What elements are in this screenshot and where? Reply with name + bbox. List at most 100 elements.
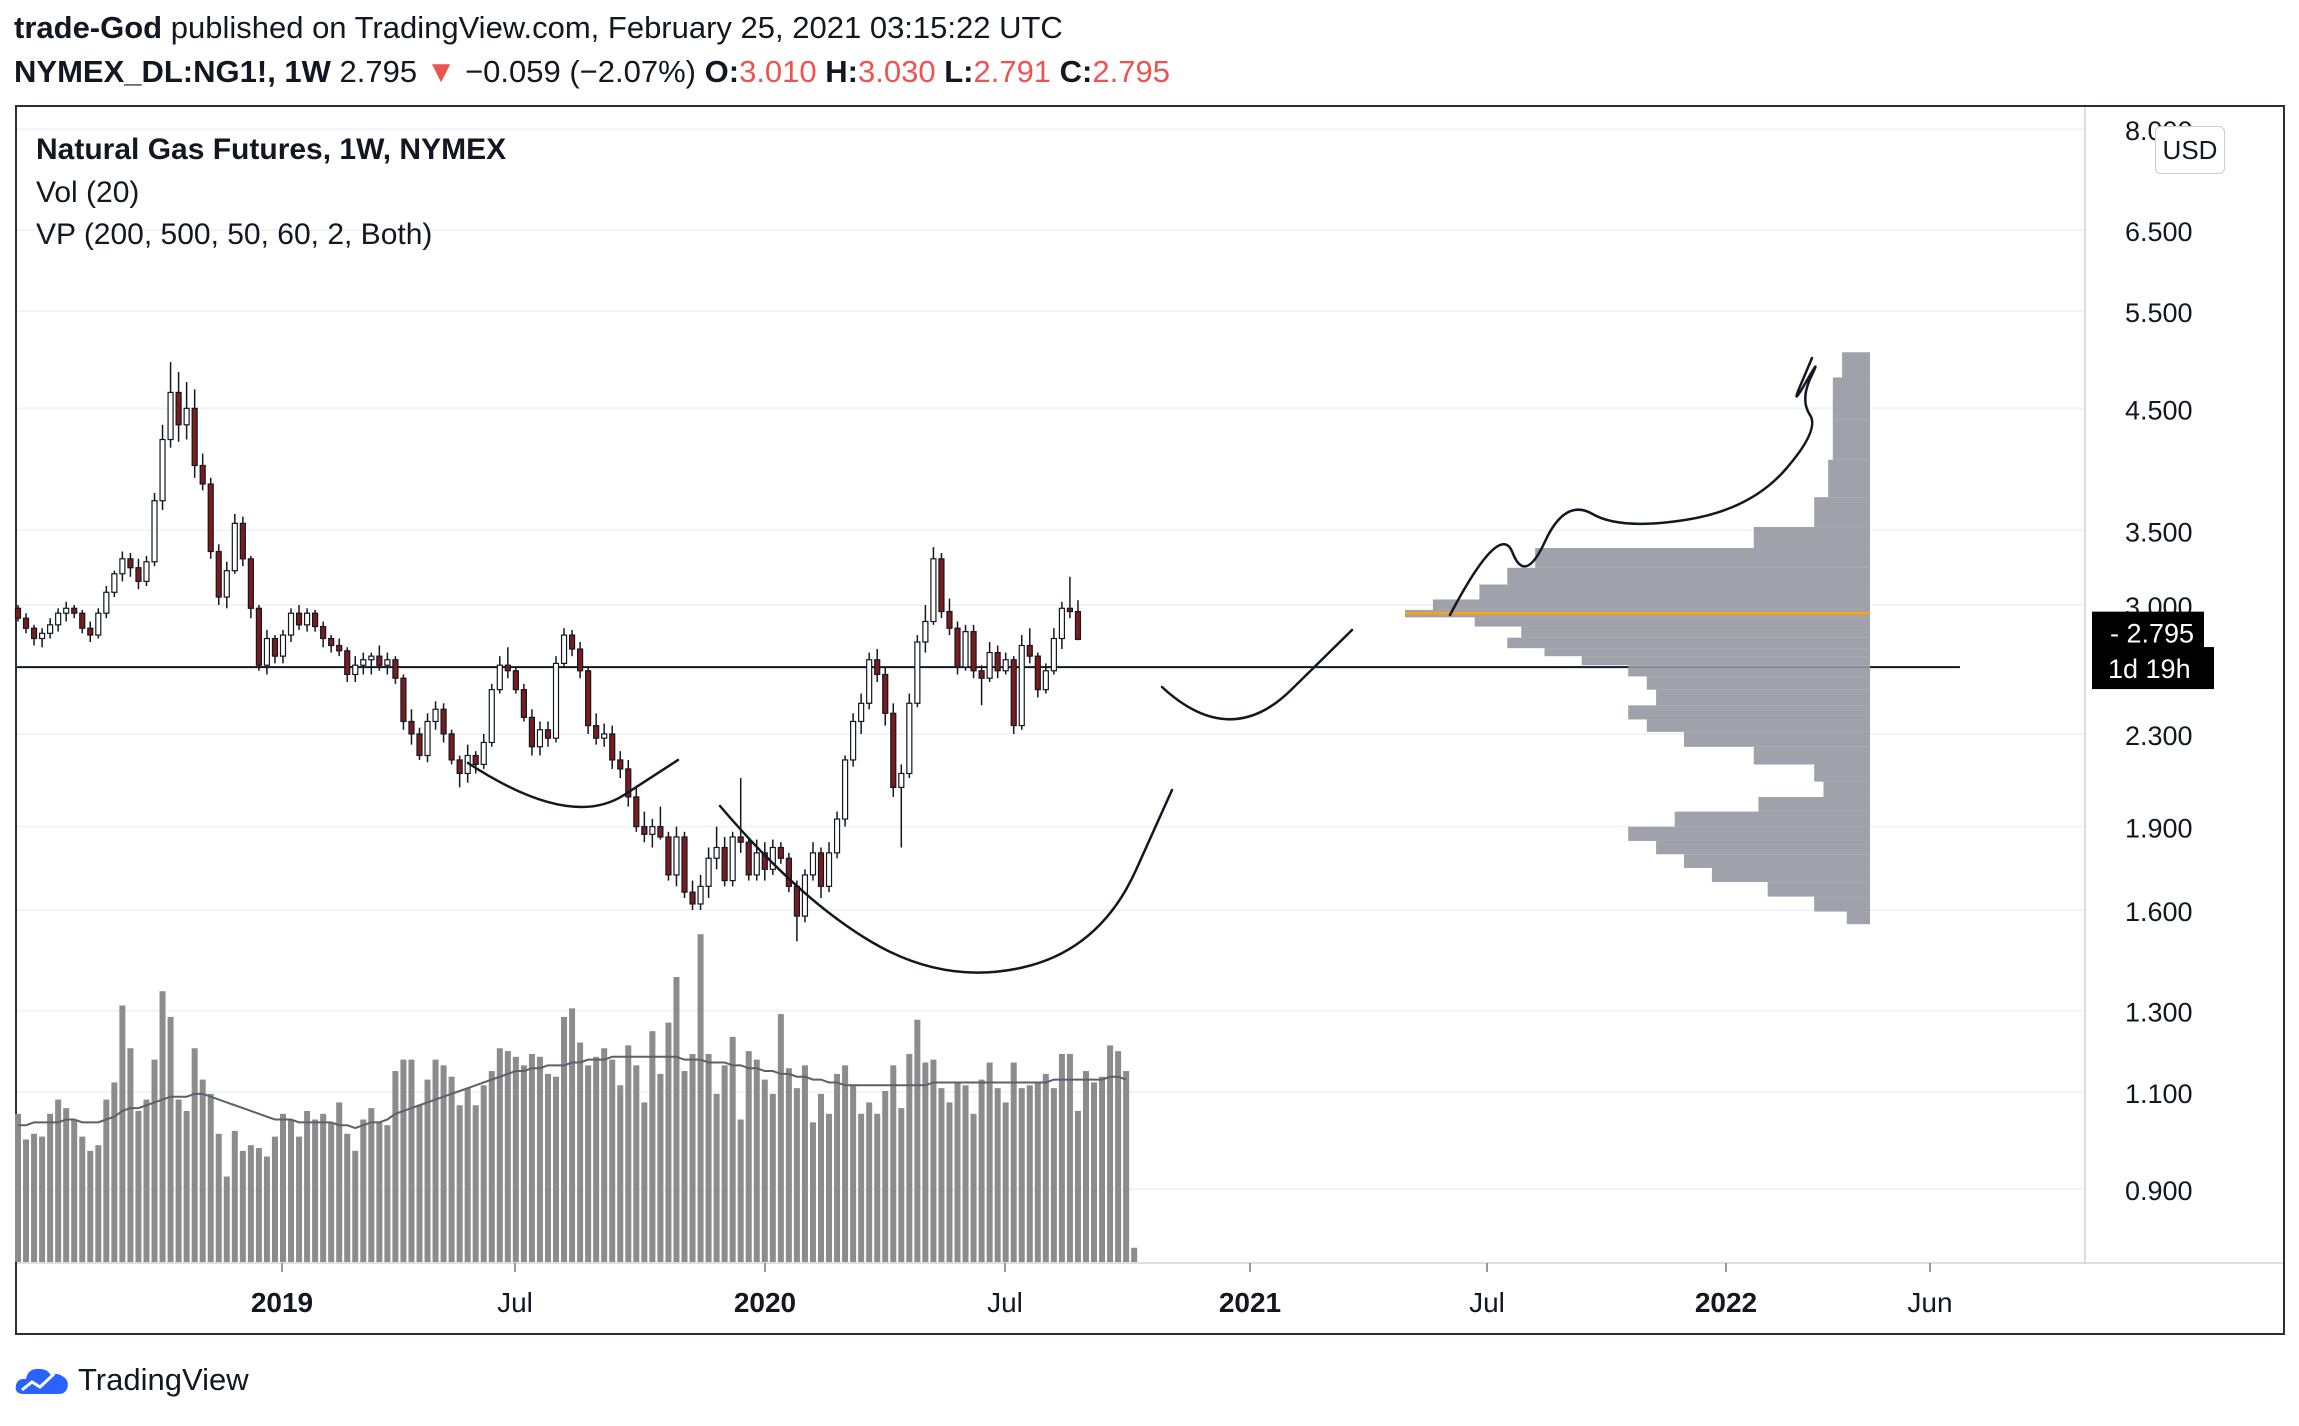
chart-title[interactable]: Natural Gas Futures, 1W, NYMEX bbox=[36, 133, 507, 166]
candle-body bbox=[352, 664, 359, 676]
footer-brand[interactable]: TradingView bbox=[14, 1362, 249, 1398]
candle-body bbox=[729, 836, 736, 882]
volume-bar bbox=[938, 1088, 945, 1262]
volume-bar bbox=[159, 991, 166, 1262]
candle bbox=[649, 819, 656, 848]
candle-body bbox=[946, 610, 953, 629]
candle bbox=[231, 513, 238, 574]
candle-body bbox=[504, 664, 511, 672]
volume-profile-row bbox=[1684, 854, 1870, 868]
volume-bar bbox=[818, 1093, 824, 1262]
volume-bar bbox=[207, 1093, 214, 1262]
candle bbox=[601, 723, 608, 747]
candle-body bbox=[970, 631, 977, 672]
candle-body bbox=[95, 612, 102, 636]
volume-bar bbox=[1066, 1053, 1073, 1262]
candle bbox=[866, 652, 873, 710]
volume-bar bbox=[23, 1139, 30, 1262]
volume-profile-row bbox=[1828, 459, 1870, 498]
candle-body bbox=[111, 573, 118, 593]
price-tick-label: 4.500 bbox=[2125, 395, 2193, 425]
volume-indicator-label[interactable]: Vol (20) bbox=[36, 176, 140, 209]
volume-bar bbox=[400, 1059, 407, 1262]
candle bbox=[657, 806, 664, 840]
candle bbox=[328, 635, 335, 653]
volume-bar bbox=[183, 1110, 190, 1262]
volume-bar bbox=[296, 1136, 303, 1262]
candle-body bbox=[978, 670, 985, 679]
volume-bar bbox=[191, 1048, 198, 1262]
volume-bar bbox=[777, 1014, 784, 1262]
candle bbox=[287, 608, 295, 642]
volume-bar bbox=[785, 1068, 792, 1262]
volume-bar bbox=[328, 1122, 335, 1262]
volume-profile-indicator-label[interactable]: VP (200, 500, 50, 60, 2, Both) bbox=[36, 218, 433, 251]
candle bbox=[898, 764, 905, 848]
candle bbox=[47, 618, 54, 639]
volume-profile-row bbox=[1432, 599, 1870, 610]
candle-body bbox=[986, 651, 993, 679]
volume-bar bbox=[713, 1093, 720, 1262]
candle-body bbox=[328, 637, 335, 647]
volume-bar bbox=[842, 1065, 849, 1262]
candle-body bbox=[825, 852, 833, 887]
volume-bar bbox=[408, 1059, 415, 1262]
volume-bar bbox=[986, 1062, 993, 1262]
currency-button[interactable]: USD bbox=[2155, 126, 2225, 174]
volume-bar bbox=[753, 1059, 760, 1262]
volume-bar bbox=[424, 1079, 431, 1262]
candle bbox=[279, 629, 287, 664]
candle-body bbox=[384, 659, 391, 666]
candle bbox=[954, 621, 961, 675]
volume-bar bbox=[472, 1105, 479, 1262]
candle bbox=[79, 609, 86, 634]
volume-bar bbox=[288, 1119, 295, 1262]
volume-ma-line bbox=[18, 1055, 1127, 1130]
candle bbox=[22, 613, 30, 634]
volume-bar bbox=[392, 1071, 399, 1262]
candle bbox=[432, 701, 439, 730]
candle bbox=[87, 621, 94, 642]
candle bbox=[103, 586, 110, 619]
candle bbox=[576, 641, 584, 679]
candle-body bbox=[279, 634, 287, 657]
candle-body bbox=[135, 567, 142, 582]
candle-body bbox=[850, 720, 857, 761]
volume-bar bbox=[761, 1079, 768, 1262]
candle bbox=[14, 605, 22, 622]
candle bbox=[1034, 652, 1041, 698]
candle bbox=[424, 713, 431, 763]
volume-bar bbox=[127, 1048, 134, 1262]
volume-bar bbox=[103, 1099, 110, 1262]
candle bbox=[95, 608, 102, 639]
chart-frame[interactable] bbox=[15, 105, 2285, 1335]
candle-body bbox=[560, 634, 568, 665]
candle-body bbox=[376, 655, 383, 666]
candle-body bbox=[263, 637, 271, 666]
candle-body bbox=[665, 836, 672, 876]
candle bbox=[528, 709, 536, 756]
candle bbox=[544, 721, 552, 747]
volume-bar bbox=[1042, 1073, 1049, 1262]
volume-bar bbox=[175, 1099, 182, 1262]
candle bbox=[352, 656, 359, 682]
volume-bar bbox=[914, 1019, 921, 1262]
candle-body bbox=[30, 627, 38, 640]
candle-body bbox=[994, 651, 1001, 672]
volume-bar bbox=[657, 1073, 664, 1262]
candle bbox=[625, 759, 632, 807]
volume-bar bbox=[978, 1079, 985, 1262]
candle bbox=[1026, 628, 1033, 664]
candle bbox=[392, 656, 399, 684]
candle-body bbox=[737, 836, 744, 843]
volume-bar bbox=[1058, 1053, 1065, 1262]
candle-body bbox=[520, 689, 527, 718]
volume-profile-row bbox=[1814, 764, 1870, 782]
candle bbox=[986, 641, 993, 682]
price-tick-label: 1.100 bbox=[2125, 1079, 2193, 1109]
volume-bar bbox=[649, 1031, 656, 1262]
volume-bar bbox=[769, 1093, 776, 1262]
author-name[interactable]: trade-God bbox=[14, 10, 163, 45]
axes: 8.0006.5005.5004.5003.5003.0002.3001.900… bbox=[17, 107, 2283, 1318]
